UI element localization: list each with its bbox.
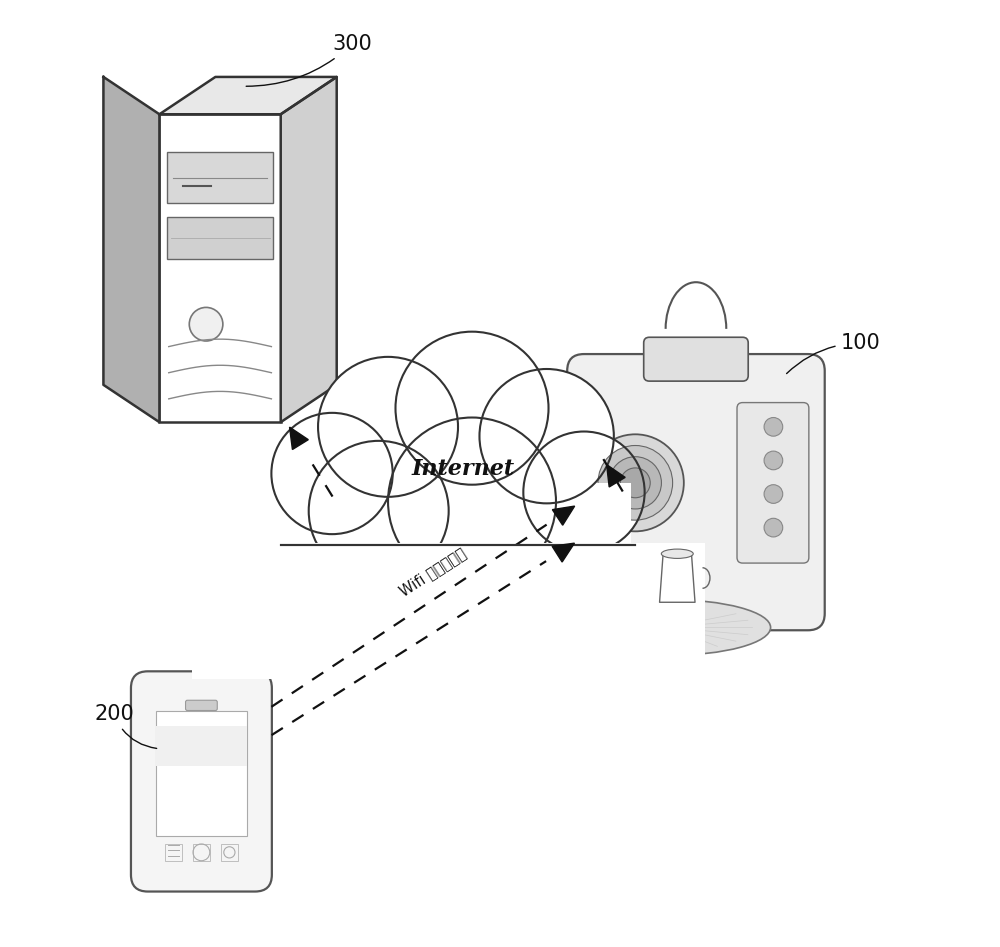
Text: Internet: Internet <box>411 457 514 480</box>
Circle shape <box>271 413 393 534</box>
Circle shape <box>388 418 556 585</box>
Circle shape <box>764 485 783 504</box>
Polygon shape <box>290 427 308 450</box>
FancyBboxPatch shape <box>159 115 281 422</box>
Circle shape <box>479 369 614 504</box>
Ellipse shape <box>661 549 693 559</box>
Circle shape <box>189 308 223 341</box>
FancyBboxPatch shape <box>186 700 217 710</box>
Polygon shape <box>281 77 337 422</box>
Circle shape <box>764 418 783 437</box>
Text: Wifi 或蓝牙连接: Wifi 或蓝牙连接 <box>396 545 468 599</box>
Circle shape <box>587 435 684 531</box>
FancyBboxPatch shape <box>167 152 273 203</box>
Text: 300: 300 <box>246 34 372 86</box>
Ellipse shape <box>565 599 771 655</box>
Text: 200: 200 <box>94 705 157 748</box>
Circle shape <box>523 432 645 553</box>
Polygon shape <box>159 77 337 115</box>
Circle shape <box>598 445 673 520</box>
FancyBboxPatch shape <box>644 337 748 381</box>
Circle shape <box>764 451 783 470</box>
Circle shape <box>309 441 449 581</box>
Circle shape <box>395 331 549 485</box>
FancyBboxPatch shape <box>167 217 273 259</box>
Polygon shape <box>552 544 574 562</box>
Circle shape <box>609 456 661 509</box>
FancyBboxPatch shape <box>220 483 631 567</box>
Circle shape <box>764 518 783 537</box>
Circle shape <box>620 468 650 498</box>
FancyBboxPatch shape <box>131 671 272 891</box>
Polygon shape <box>660 554 695 602</box>
Polygon shape <box>552 506 575 526</box>
Polygon shape <box>607 465 625 487</box>
FancyBboxPatch shape <box>156 726 247 765</box>
FancyBboxPatch shape <box>156 710 247 836</box>
Circle shape <box>318 357 458 497</box>
Polygon shape <box>103 77 159 422</box>
FancyBboxPatch shape <box>567 354 825 631</box>
FancyBboxPatch shape <box>737 402 809 563</box>
Text: 100: 100 <box>787 332 880 373</box>
FancyBboxPatch shape <box>192 544 705 679</box>
